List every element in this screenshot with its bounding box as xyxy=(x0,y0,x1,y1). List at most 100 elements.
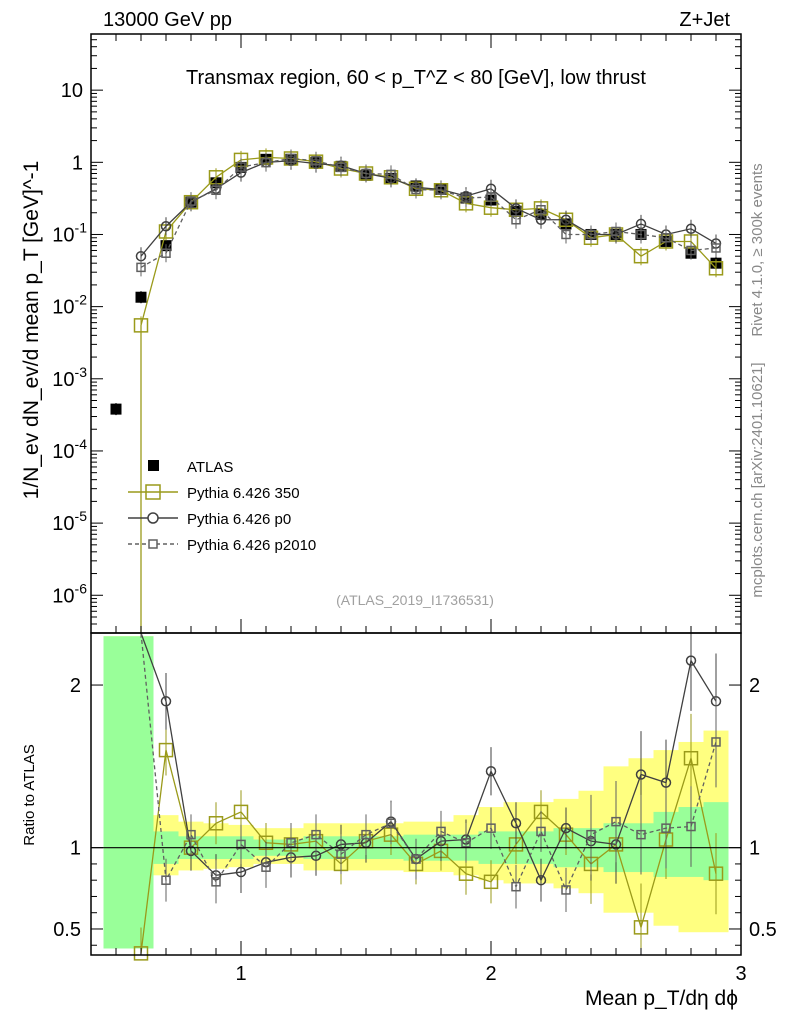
ratio-point xyxy=(535,874,547,886)
legend-marker-350 xyxy=(145,484,161,500)
series-point xyxy=(133,318,149,333)
ratio-point xyxy=(311,829,321,840)
ratio-point xyxy=(561,885,571,895)
main-ytick-label: 10-4 xyxy=(52,436,87,463)
series-point xyxy=(611,226,621,237)
ratio-point xyxy=(208,816,224,831)
series-point xyxy=(211,185,221,196)
series-point xyxy=(160,220,172,232)
series-point xyxy=(161,248,171,258)
ratio-ytick-label: 2 xyxy=(70,675,81,697)
ratio-point xyxy=(711,737,721,747)
series-point xyxy=(186,196,196,206)
ratio-ytick-label: 0.5 xyxy=(53,919,81,941)
series-line-p2010 xyxy=(140,157,717,268)
ratio-point xyxy=(261,862,271,872)
series-point xyxy=(586,229,596,240)
ratio-point xyxy=(411,854,421,864)
header-right: Z+Jet xyxy=(679,9,730,31)
legend-marker-atlas xyxy=(148,460,159,471)
main-plot xyxy=(110,148,724,633)
ratio-plot xyxy=(133,632,724,961)
ratio-point xyxy=(186,829,196,840)
rivet-label: Rivet 4.1.0, ≥ 300k events xyxy=(749,163,766,336)
series-point xyxy=(311,156,321,166)
ratio-point xyxy=(336,849,346,859)
legend-label-atlas: ATLAS xyxy=(187,459,233,476)
legend-label-p2010: Pythia 6.426 p2010 xyxy=(187,537,316,554)
main-ytick-label: 10-3 xyxy=(52,364,87,391)
header-left: 13000 GeV pp xyxy=(103,9,232,31)
series-point xyxy=(361,168,371,179)
series-point xyxy=(633,248,649,264)
main-ytick-label: 10-2 xyxy=(52,292,87,319)
ratio-point xyxy=(611,816,621,827)
ratio-point xyxy=(235,866,247,878)
ratio-point xyxy=(485,765,497,777)
ratio-ytick-label-right: 1 xyxy=(749,838,760,860)
ratio-point xyxy=(286,838,296,848)
ratio-point xyxy=(158,742,174,758)
ratio-point xyxy=(635,769,647,780)
series-point xyxy=(708,261,724,276)
series-line-p0 xyxy=(140,160,717,257)
main-ytick-label: 1 xyxy=(72,152,83,174)
ratio-point xyxy=(486,823,496,833)
ratio-point xyxy=(133,946,149,961)
atlas-point xyxy=(135,291,147,303)
legend-label-350: Pythia 6.426 350 xyxy=(187,485,300,502)
main-title: Transmax region, 60 < p_T^Z < 80 [GeV], … xyxy=(186,67,646,89)
ratio-point xyxy=(161,875,171,885)
main-ytick-label: 10-6 xyxy=(52,580,87,607)
series-point xyxy=(136,262,146,273)
ratio-point xyxy=(361,829,371,840)
analysis-id: (ATLAS_2019_I1736531) xyxy=(336,592,494,608)
ratio-point xyxy=(661,823,671,833)
main-ylabel: 1/N_ev dN_ev/d mean p_T [GeV]^-1 xyxy=(20,161,43,500)
series-point xyxy=(711,243,721,253)
series-point xyxy=(386,169,396,180)
series-point xyxy=(636,229,646,240)
ratio-point xyxy=(461,838,471,848)
ratio-point xyxy=(586,829,596,840)
legend-label-p0: Pythia 6.426 p0 xyxy=(187,511,291,528)
ratio-point xyxy=(458,866,474,881)
series-point xyxy=(685,223,697,235)
ratio-point xyxy=(686,821,696,832)
series-point xyxy=(286,153,296,164)
ratio-point xyxy=(236,839,246,850)
xtick-label: 1 xyxy=(235,963,246,985)
ratio-point xyxy=(510,818,522,829)
ratio-point xyxy=(233,804,249,820)
ratio-ytick-label: 1 xyxy=(70,838,81,860)
ratio-point xyxy=(386,818,396,829)
ratio-ytick-label-right: 0.5 xyxy=(749,919,777,941)
main-ytick-label: 10-1 xyxy=(52,219,87,246)
ratio-point xyxy=(436,826,446,837)
ratio-point xyxy=(483,874,499,890)
ratio-point xyxy=(685,655,697,666)
series-point xyxy=(536,205,546,215)
legend-marker-p0 xyxy=(147,512,159,524)
ratio-ylabel: Ratio to ATLAS xyxy=(21,744,38,845)
ratio-point xyxy=(633,920,649,935)
ratio-line-350 xyxy=(140,749,717,954)
series-point xyxy=(261,157,271,168)
ratio-point xyxy=(636,829,646,840)
series-point xyxy=(561,229,571,240)
ratio-point xyxy=(160,696,172,707)
main-ytick-label: 10-5 xyxy=(52,508,87,535)
ratio-point xyxy=(511,881,521,892)
ratio-point xyxy=(560,822,572,834)
series-point xyxy=(560,214,572,225)
main-ytick-label: 10 xyxy=(61,80,83,102)
xlabel: Mean p_T/dη dϕ xyxy=(585,987,738,1010)
series-point xyxy=(436,185,446,196)
series-point xyxy=(661,233,671,243)
legend: ATLAS Pythia 6.426 350 Pythia 6.426 p0 P… xyxy=(128,459,316,554)
series-point xyxy=(236,162,246,172)
ratio-point xyxy=(211,877,221,887)
series-point xyxy=(336,162,346,173)
ratio-ytick-label-right: 2 xyxy=(749,675,760,697)
